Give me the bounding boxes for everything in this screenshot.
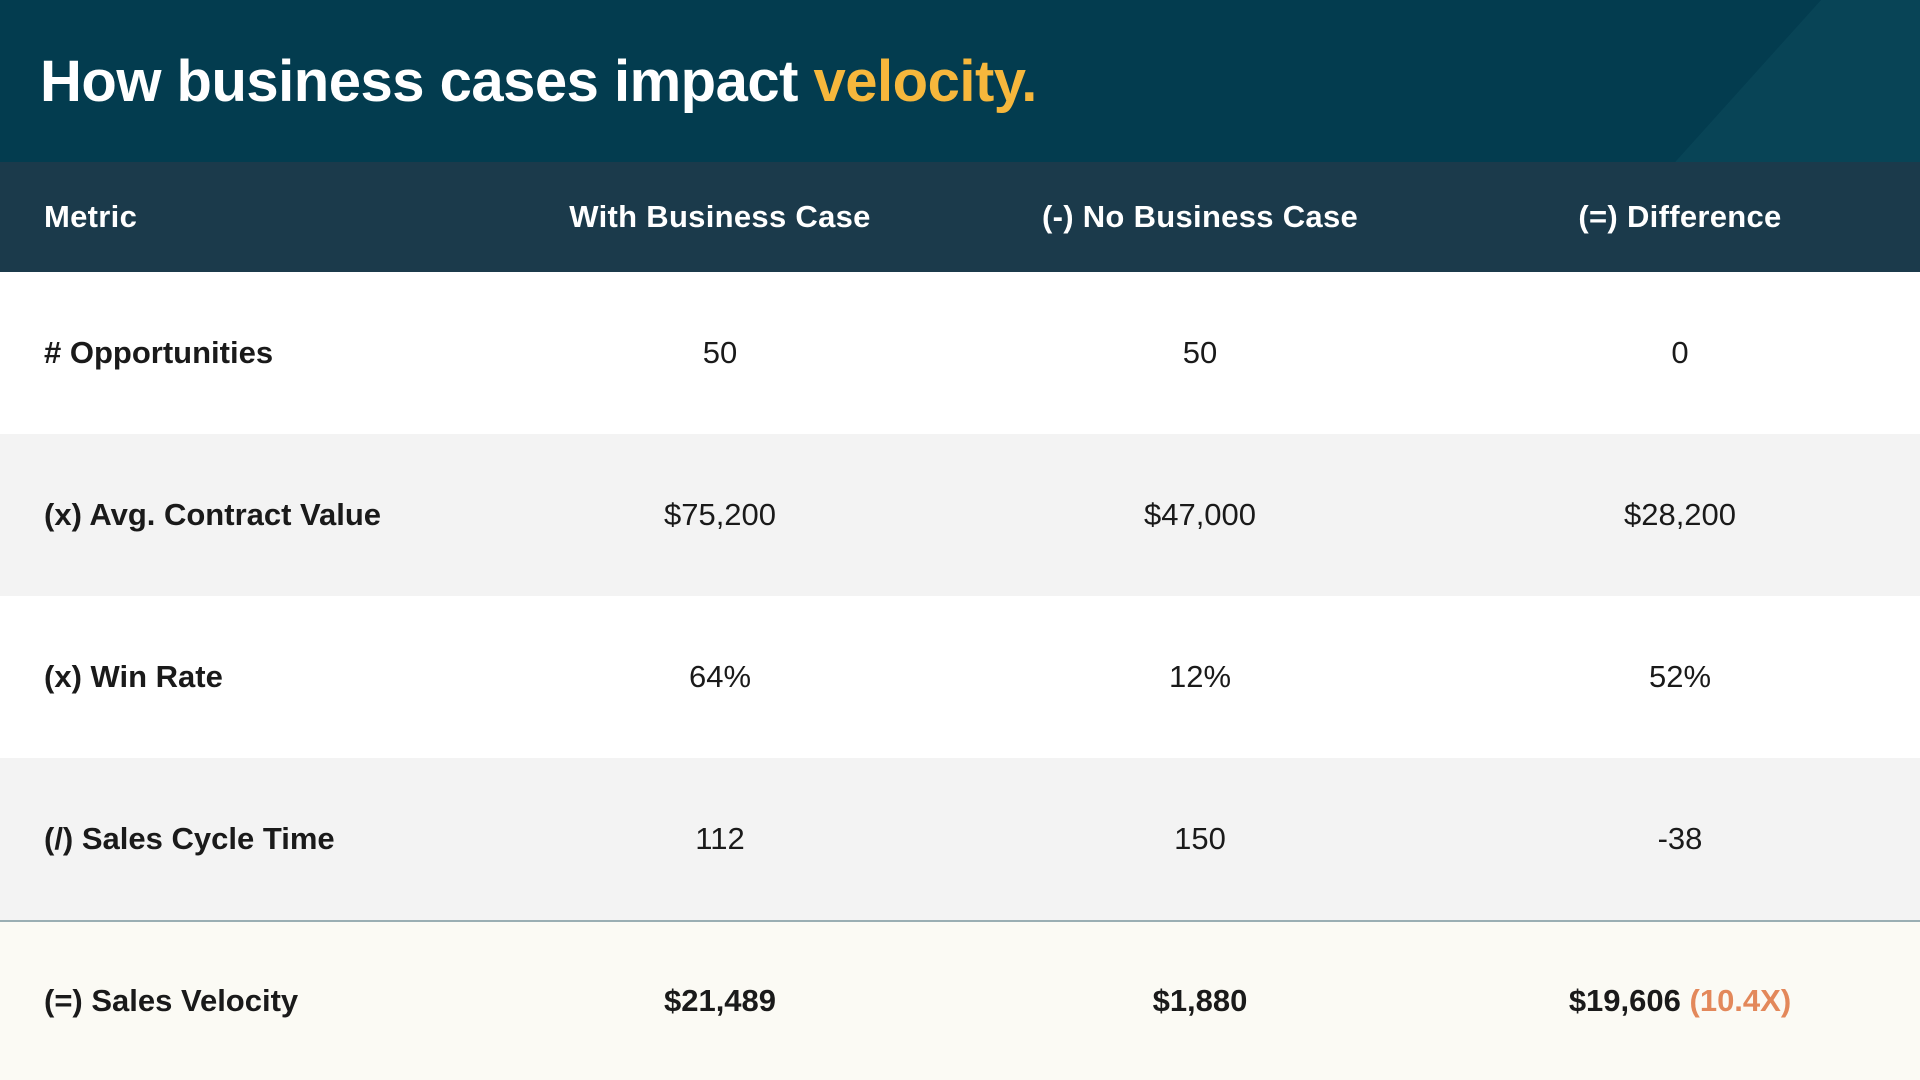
total-difference-cell: $19,606 (10.4X) xyxy=(1440,983,1920,1019)
without-value: 12% xyxy=(1168,659,1232,694)
title-text: How business cases impact xyxy=(40,49,814,114)
table-header-row: Metric With Business Case (-) No Busines… xyxy=(0,162,1920,272)
table-row: # Opportunities 50 50 0 xyxy=(0,272,1920,434)
title-highlight: velocity. xyxy=(813,49,1038,114)
difference-value: $28,200 xyxy=(1623,497,1737,532)
banner-decoration xyxy=(1622,0,1920,162)
column-header-without: (-) No Business Case xyxy=(1041,199,1359,234)
total-with-value: $21,489 xyxy=(663,983,777,1018)
total-row: (=) Sales Velocity $21,489 $1,880 $19,60… xyxy=(0,920,1920,1080)
table-row: (/) Sales Cycle Time 112 150 -38 xyxy=(0,758,1920,920)
metric-label: (x) Avg. Contract Value xyxy=(44,497,382,532)
without-value: 150 xyxy=(1174,821,1226,856)
with-value: 64% xyxy=(688,659,752,694)
table-row: (x) Win Rate 64% 12% 52% xyxy=(0,596,1920,758)
total-difference-value: $19,606 xyxy=(1568,983,1681,1018)
total-without-value: $1,880 xyxy=(1152,983,1248,1018)
without-value: $47,000 xyxy=(1143,497,1257,532)
difference-value: 0 xyxy=(1671,335,1689,370)
difference-value: 52% xyxy=(1648,659,1712,694)
table-row: (x) Avg. Contract Value $75,200 $47,000 … xyxy=(0,434,1920,596)
with-value: 50 xyxy=(702,335,738,370)
metric-label: (/) Sales Cycle Time xyxy=(44,821,335,856)
with-value: 112 xyxy=(695,821,745,856)
page-title: How business cases impact velocity. xyxy=(40,48,1037,115)
total-metric-label: (=) Sales Velocity xyxy=(44,983,299,1018)
with-value: $75,200 xyxy=(663,497,777,532)
metric-label: (x) Win Rate xyxy=(44,659,223,694)
column-header-metric: Metric xyxy=(44,199,138,234)
velocity-multiplier: (10.4X) xyxy=(1689,983,1792,1018)
metric-label: # Opportunities xyxy=(44,335,274,370)
without-value: 50 xyxy=(1182,335,1218,370)
velocity-table: Metric With Business Case (-) No Busines… xyxy=(0,162,1920,1080)
difference-value: -38 xyxy=(1657,821,1703,856)
column-header-difference: (=) Difference xyxy=(1578,199,1782,234)
column-header-with: With Business Case xyxy=(569,199,871,234)
title-banner: How business cases impact velocity. xyxy=(0,0,1920,162)
